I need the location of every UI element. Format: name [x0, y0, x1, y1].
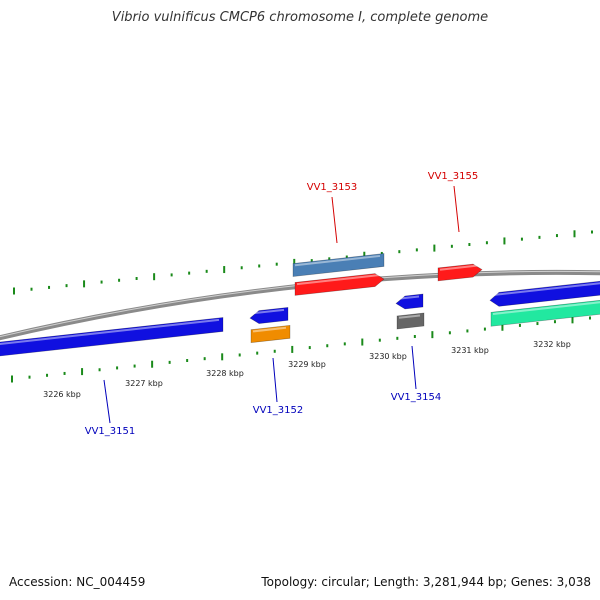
gene-leader-line [453, 185, 460, 233]
gene-label-layer: VV1_3151 VV1_3152 VV1_3153 VV1_3154 VV1_3155 [85, 171, 479, 437]
gene-label[interactable]: VV1_3151 [85, 426, 136, 437]
map-title: Vibrio vulnificus CMCP6 chromosome I, co… [111, 10, 489, 25]
gene-label[interactable]: VV1_3155 [428, 171, 479, 182]
kbp-label: 3230 kbp [369, 352, 407, 361]
kbp-label-row: 3226 kbp 3227 kbp 3228 kbp 3229 kbp 3230 kbp… [43, 340, 571, 399]
accession-text: Accession: NC_004459 [9, 575, 146, 589]
gene-leader-line [103, 379, 111, 424]
next-gene-cds-highlight [491, 282, 600, 297]
VV1_3151-cds-highlight [0, 318, 220, 345]
feature-layer [0, 253, 600, 357]
VV1_3154-cds-arrow [395, 293, 424, 310]
VV1_3153-cds-highlight [296, 274, 381, 286]
VV1_3151-cds-arrow [0, 317, 224, 357]
next-gene-feature-arrow [490, 299, 600, 327]
VV1_3154-cds-highlight [397, 295, 420, 300]
VV1_3154-feature-arrow [396, 312, 425, 330]
VV1_3153-cds-arrow [294, 273, 385, 296]
kbp-label: 3229 kbp [288, 360, 326, 369]
next-gene-feature-highlight [492, 301, 600, 316]
VV1_3152-cds-arrow [249, 307, 289, 324]
topology-summary: Topology: circular; Length: 3,281,944 bp… [261, 575, 591, 589]
kbp-label: 3232 kbp [533, 340, 571, 349]
VV1_3152-cds-highlight [251, 308, 285, 315]
reverse-tick-row [11, 316, 591, 383]
kbp-label: 3227 kbp [125, 379, 163, 388]
kbp-label: 3231 kbp [451, 346, 489, 355]
VV1_3152-feature-arrow [250, 325, 291, 343]
gene-label[interactable]: VV1_3152 [253, 405, 304, 416]
VV1_3153-feature-highlight [294, 254, 381, 267]
gene-leader-line [331, 196, 338, 244]
VV1_3154-feature-highlight [398, 314, 421, 319]
VV1_3155-cds-highlight [439, 264, 479, 271]
kbp-label: 3228 kbp [206, 369, 244, 378]
next-gene-cds-arrow [489, 280, 600, 307]
VV1_3152-feature-highlight [252, 326, 287, 333]
gene-label[interactable]: VV1_3154 [391, 392, 442, 403]
VV1_3153-feature-arrow [292, 253, 385, 277]
kbp-label: 3226 kbp [43, 390, 81, 399]
gene-leader-line [272, 357, 278, 403]
VV1_3155-cds-arrow [437, 263, 483, 282]
gene-leader-line [411, 345, 417, 390]
gene-label[interactable]: VV1_3153 [307, 182, 358, 193]
forward-tick-row [13, 230, 593, 295]
